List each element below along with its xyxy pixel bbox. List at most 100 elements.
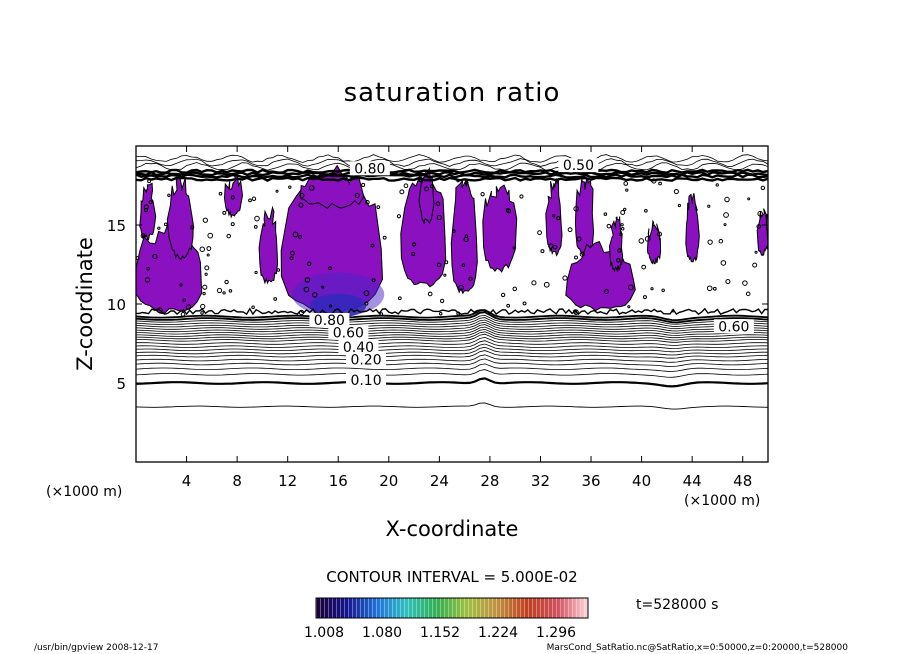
contour-island <box>329 304 333 308</box>
contour-island <box>370 243 375 248</box>
contour-island <box>677 203 681 208</box>
contour-island <box>276 268 281 272</box>
contour-island <box>361 182 366 187</box>
contour-label-background <box>328 325 369 340</box>
supersaturation-region <box>258 205 279 285</box>
contour-label-background <box>346 352 387 367</box>
contour-island <box>452 229 456 234</box>
contour-label-background <box>346 373 387 387</box>
contour-line <box>136 363 768 372</box>
contour-island <box>576 236 582 242</box>
contour-island <box>202 284 208 290</box>
chart-title: saturation ratio <box>344 78 561 108</box>
contour-island <box>747 197 751 201</box>
contour-island <box>200 303 206 310</box>
contour-island <box>411 251 416 257</box>
contour-island <box>140 233 146 239</box>
contour-line-upper <box>136 162 768 171</box>
x-tick-label: 4 <box>182 472 192 490</box>
contour-island <box>757 210 763 217</box>
colorbar-tick-label: 1.296 <box>536 625 576 641</box>
contour-island <box>641 264 647 270</box>
contour-island <box>312 292 318 298</box>
contour-island <box>644 236 651 242</box>
contour-island <box>720 260 727 266</box>
contour-island <box>200 311 204 315</box>
contour-line <box>136 358 768 367</box>
contour-island <box>222 291 226 295</box>
colorbar-tick-label: 1.008 <box>304 625 344 641</box>
x-tick-label: 12 <box>278 472 297 490</box>
contour-island <box>623 207 627 212</box>
contour-island <box>230 195 235 200</box>
contour-island <box>573 206 579 212</box>
contour-island <box>723 212 729 218</box>
contour-island <box>430 184 434 189</box>
contour-label: 0.60 <box>718 319 749 335</box>
contour-island <box>707 204 711 208</box>
supersaturation-region <box>646 219 662 265</box>
contour-island <box>752 262 758 268</box>
contour-island <box>427 291 433 297</box>
supersaturation-region <box>418 166 435 225</box>
contour-island <box>638 238 645 244</box>
contour-island <box>298 202 304 208</box>
y-axis-ticks: 5 10 15 <box>107 217 768 393</box>
contour-island <box>146 267 151 271</box>
contour-island <box>439 312 443 316</box>
contour-island <box>179 283 183 287</box>
contour-label: 0.80 <box>314 313 345 329</box>
contour-island <box>148 200 153 205</box>
x-tick-label: 48 <box>733 472 752 490</box>
contour-line-upper-band <box>136 170 768 177</box>
contour-island <box>657 231 663 237</box>
contour-island <box>254 270 258 275</box>
y-tick-label: 10 <box>107 296 126 314</box>
contour-island <box>288 185 292 189</box>
contour-island <box>321 285 325 289</box>
contour-line-upper-band <box>136 168 768 174</box>
supersaturation-region <box>482 184 518 273</box>
contour-island <box>506 303 511 308</box>
time-label: t=528000 s <box>636 597 718 613</box>
contour-island <box>292 231 299 238</box>
contour-label-background <box>349 161 390 176</box>
x-axis-unit-left: (×1000 m) <box>46 484 122 500</box>
contour-island <box>397 296 402 301</box>
contour-island <box>275 189 279 193</box>
contour-label-background <box>338 339 379 354</box>
contour-line-upper-band <box>136 176 768 182</box>
contour-island <box>556 216 561 221</box>
plot-area: 0.100.200.400.600.800.80 0.500.60 <box>136 154 768 410</box>
contour-island <box>289 256 294 261</box>
contour-island <box>436 262 442 268</box>
contour-line <box>136 319 768 330</box>
contour-island <box>199 246 206 252</box>
y-tick-label: 15 <box>107 217 126 235</box>
contour-line <box>136 328 768 339</box>
contour-island <box>707 239 713 245</box>
colorbar-tick-label: 1.224 <box>478 625 518 641</box>
contour-island <box>724 196 730 203</box>
contour-island <box>468 276 473 282</box>
contour-island <box>574 255 579 260</box>
x-tick-label: 16 <box>329 472 348 490</box>
contour-island <box>548 243 554 249</box>
contour-line <box>136 340 768 350</box>
contour-island <box>620 210 626 215</box>
contour-island <box>754 250 758 254</box>
contour-island <box>412 242 417 247</box>
contour-island <box>712 286 717 291</box>
contour-island <box>371 278 376 283</box>
contour-island <box>206 246 212 251</box>
colorbar-tick-label: 1.080 <box>362 625 402 641</box>
contour-island <box>226 233 231 239</box>
y-tick-label: 5 <box>116 375 126 393</box>
contour-island <box>248 198 252 203</box>
footer-left: /usr/bin/gpview 2008-12-17 <box>34 643 158 653</box>
contour-island <box>480 192 485 197</box>
x-tick-label: 44 <box>683 472 702 490</box>
contour-label-background <box>309 312 350 327</box>
contour-island <box>182 298 186 302</box>
